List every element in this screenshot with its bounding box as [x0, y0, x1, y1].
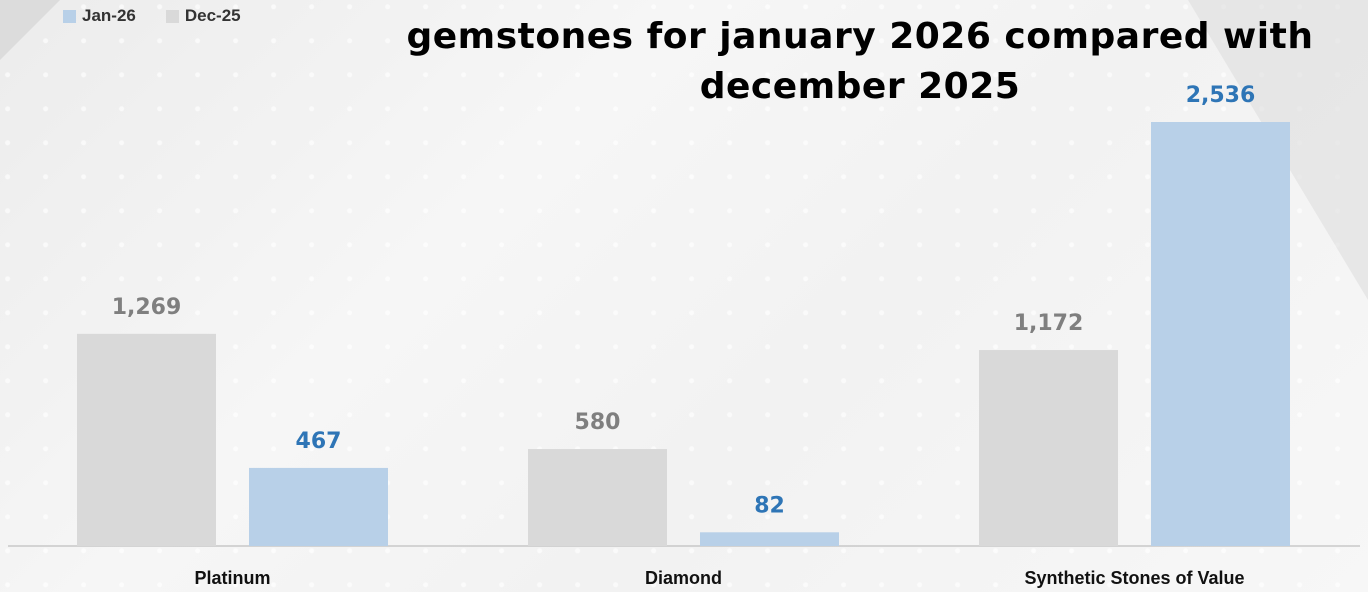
bar-dec-25-2	[979, 350, 1118, 546]
data-label-dec-25-0: 1,269	[112, 295, 182, 320]
category-label-0: Platinum	[194, 568, 270, 588]
legend-item-dec25: Dec-25	[165, 6, 241, 26]
data-label-jan-26-2: 2,536	[1186, 83, 1256, 108]
legend-swatch-dec25	[165, 9, 179, 23]
bar-dec-25-1	[528, 449, 667, 546]
bar-jan-26-2	[1151, 122, 1290, 546]
chart-title: gemstones for january 2026 compared with…	[406, 16, 1314, 107]
legend-label-jan26: Jan-26	[82, 6, 136, 25]
data-label-jan-26-1: 82	[754, 493, 785, 518]
legend-item-jan26: Jan-26	[63, 6, 136, 26]
data-label-jan-26-0: 467	[296, 429, 342, 454]
bar-jan-26-1	[700, 532, 839, 546]
data-label-dec-25-2: 1,172	[1014, 311, 1084, 336]
bar-jan-26-0	[249, 467, 388, 546]
legend-swatch-jan26	[63, 9, 76, 23]
data-label-dec-25-1: 580	[575, 410, 621, 435]
category-label-1: Diamond	[645, 568, 722, 588]
bar-dec-25-0	[77, 333, 216, 546]
chart-legend: Jan-26 Dec-25	[63, 6, 241, 26]
background-corner-decoration	[0, 0, 60, 60]
legend-label-dec25: Dec-25	[184, 6, 241, 25]
category-label-2: Synthetic Stones of Value	[1024, 568, 1244, 588]
